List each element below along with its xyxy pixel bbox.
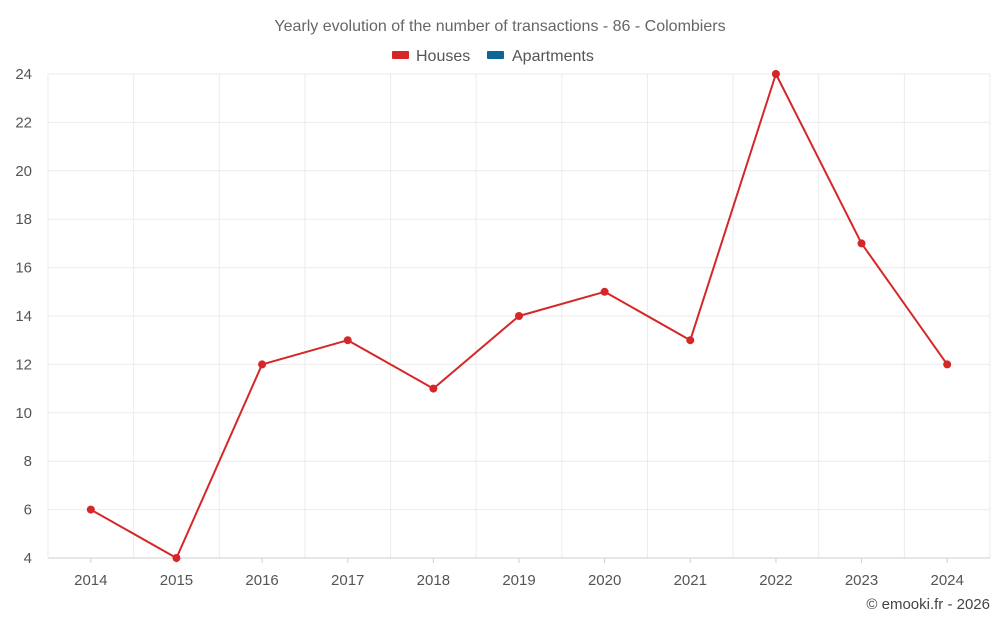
x-tick-label: 2019 xyxy=(502,572,535,589)
x-tick-label: 2023 xyxy=(845,572,878,589)
y-tick-label: 12 xyxy=(15,356,32,373)
legend-swatch-houses[interactable] xyxy=(392,51,409,59)
credit-text: © emooki.fr - 2026 xyxy=(866,596,990,613)
x-tick-label: 2022 xyxy=(759,572,792,589)
x-tick-label: 2021 xyxy=(674,572,707,589)
data-point-houses-2022[interactable] xyxy=(771,70,780,78)
y-axis: 4 6 8 10 12 14 16 18 20 22 24 xyxy=(15,66,32,567)
y-tick-label: 8 xyxy=(24,453,32,470)
data-point-houses-2023[interactable] xyxy=(857,239,866,248)
data-point-houses-2024[interactable] xyxy=(943,360,952,369)
legend-label-houses[interactable]: Houses xyxy=(416,48,470,65)
y-tick-label: 16 xyxy=(15,260,32,277)
data-point-houses-2019[interactable] xyxy=(515,312,523,320)
data-point-houses-2017[interactable] xyxy=(343,336,352,345)
plot-area xyxy=(86,70,952,562)
x-tick-label: 2017 xyxy=(331,572,364,589)
grid xyxy=(47,73,991,559)
y-tick-label: 10 xyxy=(15,405,32,422)
x-tick-label: 2018 xyxy=(417,572,450,589)
data-point-houses-2018[interactable] xyxy=(429,384,438,393)
legend: Houses Apartments xyxy=(392,48,594,65)
y-tick-label: 22 xyxy=(15,114,32,131)
data-point-houses-2016[interactable] xyxy=(258,360,267,369)
y-tick-label: 24 xyxy=(15,66,32,83)
y-tick-label: 4 xyxy=(24,550,32,567)
y-tick-label: 18 xyxy=(15,211,32,228)
data-point-houses-2014[interactable] xyxy=(86,505,95,514)
x-axis: 2014 2015 2016 2017 2018 2019 2020 2021 2022 2023… xyxy=(48,557,990,589)
y-tick-label: 20 xyxy=(15,163,32,180)
x-tick-label: 2024 xyxy=(930,572,963,589)
x-tick-label: 2015 xyxy=(160,572,193,589)
data-point-houses-2015[interactable] xyxy=(172,554,181,562)
chart-title: Yearly evolution of the number of transa… xyxy=(274,18,725,35)
data-point-houses-2021[interactable] xyxy=(686,336,695,345)
legend-label-apartments[interactable]: Apartments xyxy=(512,48,594,65)
x-tick-label: 2016 xyxy=(245,572,278,589)
x-tick-label: 2020 xyxy=(588,572,621,589)
data-point-houses-2020[interactable] xyxy=(600,287,609,296)
y-tick-label: 14 xyxy=(15,308,32,325)
x-tick-label: 2014 xyxy=(74,572,107,589)
y-tick-label: 6 xyxy=(24,502,32,519)
legend-swatch-apartments[interactable] xyxy=(487,51,504,59)
